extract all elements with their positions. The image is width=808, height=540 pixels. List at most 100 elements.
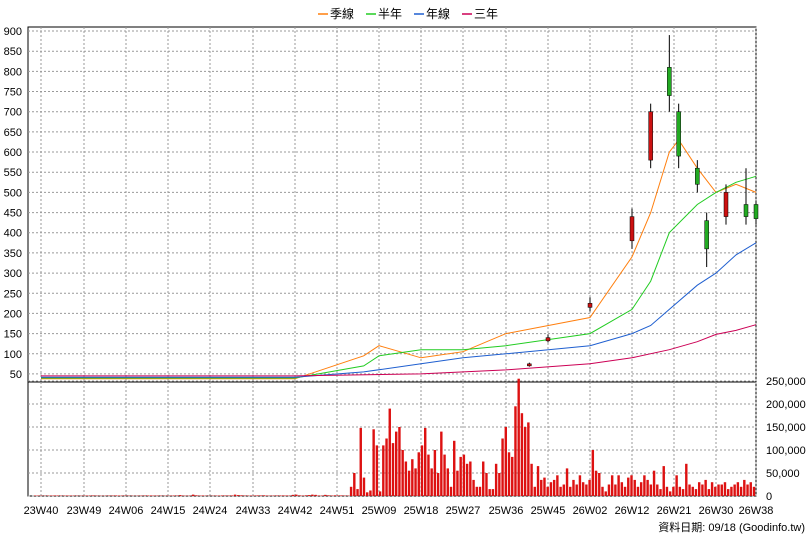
volume-bar bbox=[678, 486, 682, 496]
volume-bar bbox=[733, 484, 736, 496]
volume-bars bbox=[34, 378, 756, 496]
volume-bar bbox=[665, 486, 669, 496]
volume-bar bbox=[430, 468, 433, 496]
volume-bar bbox=[617, 475, 620, 496]
ma-line-1 bbox=[41, 175, 757, 379]
volume-bar bbox=[581, 482, 585, 496]
candle-body bbox=[723, 192, 729, 217]
volume-bar bbox=[372, 429, 375, 496]
volume-bar bbox=[262, 495, 266, 496]
price-tick-label: 650 bbox=[4, 127, 22, 139]
volume-bar bbox=[675, 475, 678, 496]
volume-bar bbox=[311, 494, 314, 496]
volume-bar bbox=[623, 486, 627, 496]
volume-bar bbox=[688, 484, 691, 496]
volume-bar bbox=[340, 495, 343, 496]
volume-bar bbox=[720, 484, 723, 496]
volume-bar bbox=[610, 475, 614, 496]
x-tick-label: 24W15 bbox=[151, 505, 186, 517]
x-tick-label: 25W36 bbox=[489, 505, 524, 517]
volume-bar bbox=[362, 477, 366, 496]
volume-bar bbox=[369, 490, 372, 496]
x-tick-label: 26W02 bbox=[573, 505, 608, 517]
volume-bar bbox=[575, 484, 578, 496]
price-y-axis: 50 100 150 200 250 300 350 400 450 500 550 600 650 70… bbox=[4, 26, 22, 381]
volume-bar bbox=[691, 486, 694, 496]
volume-bar bbox=[652, 470, 656, 496]
volume-bar bbox=[672, 486, 675, 496]
volume-bar bbox=[523, 427, 527, 496]
volume-bar bbox=[462, 454, 466, 496]
volume-bar bbox=[559, 486, 562, 496]
candle-body bbox=[753, 204, 759, 219]
volume-bar bbox=[201, 495, 205, 496]
x-tick-label: 23W40 bbox=[24, 505, 59, 517]
price-tick-label: 200 bbox=[4, 308, 22, 320]
x-tick-label: 26W30 bbox=[699, 505, 734, 517]
volume-bar bbox=[569, 486, 572, 496]
volume-bar bbox=[656, 484, 659, 496]
volume-bar bbox=[172, 495, 176, 496]
volume-bar bbox=[636, 486, 640, 496]
volume-bar bbox=[388, 408, 391, 496]
candle-body bbox=[704, 220, 709, 250]
volume-bar bbox=[585, 484, 588, 496]
volume-tick-label: 250,000 bbox=[766, 376, 806, 388]
volume-bar bbox=[572, 479, 575, 496]
volume-bar bbox=[146, 495, 150, 496]
volume-bar bbox=[533, 486, 537, 496]
volume-bar bbox=[398, 427, 401, 496]
volume-bar bbox=[662, 466, 665, 496]
volume-bar bbox=[598, 473, 601, 496]
volume-bar bbox=[333, 495, 337, 496]
ma-line-0 bbox=[41, 139, 757, 380]
volume-bar bbox=[298, 495, 301, 496]
volume-bar bbox=[546, 486, 549, 496]
volume-bar bbox=[594, 470, 598, 496]
volume-bar bbox=[520, 413, 524, 496]
price-tick-label: 900 bbox=[4, 26, 22, 38]
volume-tick-label: 200,000 bbox=[766, 399, 806, 411]
candle-body bbox=[676, 111, 681, 157]
volume-bar bbox=[707, 489, 711, 496]
x-tick-label: 25W27 bbox=[446, 505, 481, 517]
volume-bar bbox=[543, 477, 546, 496]
volume-bar bbox=[465, 463, 469, 496]
volume-bar bbox=[565, 468, 569, 496]
price-tick-label: 350 bbox=[4, 248, 22, 260]
volume-bar bbox=[514, 406, 517, 496]
volume-bar bbox=[282, 495, 285, 496]
volume-bar bbox=[285, 495, 288, 496]
volume-bar bbox=[195, 495, 198, 496]
volume-bar bbox=[291, 494, 295, 496]
volume-y-axis: 0 50,000 100,000 150,000 200,000 250,000 bbox=[766, 376, 806, 503]
x-tick-label: 24W42 bbox=[278, 505, 313, 517]
x-tick-label: 26W12 bbox=[615, 505, 650, 517]
volume-bar bbox=[233, 494, 237, 496]
x-tick-label: 24W06 bbox=[109, 505, 144, 517]
volume-bar bbox=[504, 427, 508, 496]
volume-bar bbox=[491, 489, 495, 496]
volume-bar bbox=[743, 479, 746, 496]
candlesticks bbox=[527, 35, 759, 367]
price-tick-label: 100 bbox=[4, 349, 22, 361]
volume-bar bbox=[459, 456, 462, 496]
x-tick-label: 26W38 bbox=[739, 505, 774, 517]
volume-bar bbox=[604, 491, 607, 496]
volume-bar bbox=[498, 473, 501, 496]
volume-tick-label: 150,000 bbox=[766, 422, 806, 434]
volume-bar bbox=[668, 491, 672, 496]
volume-bar bbox=[588, 479, 591, 496]
volume-bar bbox=[704, 479, 707, 496]
volume-bar bbox=[317, 495, 321, 496]
volume-bar bbox=[627, 477, 630, 496]
price-tick-label: 150 bbox=[4, 329, 22, 341]
x-tick-label: 25W09 bbox=[362, 505, 397, 517]
volume-bar bbox=[66, 495, 69, 496]
volume-bar bbox=[391, 443, 395, 496]
volume-bar bbox=[552, 479, 556, 496]
volume-bar bbox=[356, 489, 359, 496]
volume-bar bbox=[556, 475, 559, 496]
volume-bar bbox=[482, 461, 485, 496]
legend-label-1: 半年 bbox=[378, 7, 402, 21]
